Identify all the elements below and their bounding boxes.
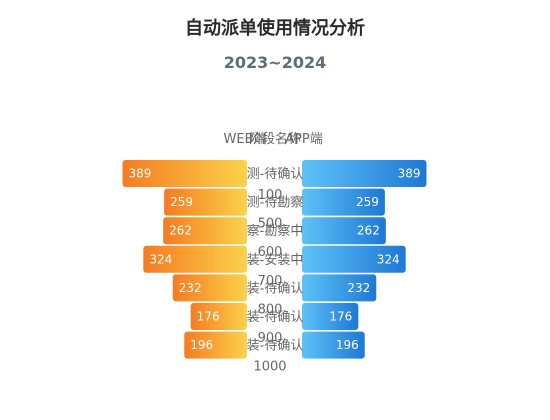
app-bar bbox=[302, 245, 406, 273]
category-label: 测-待确认 bbox=[247, 167, 304, 182]
web-value-label: 324 bbox=[149, 252, 172, 266]
web-bar bbox=[172, 274, 247, 302]
chart-title: 自动派单使用情况分析 bbox=[185, 18, 365, 39]
web-value-label: 389 bbox=[129, 167, 152, 181]
chart-subtitle: 2023~2024 bbox=[223, 53, 327, 72]
web-value-label: 232 bbox=[179, 281, 202, 295]
web-value-label: 196 bbox=[190, 338, 213, 352]
tick-label: 1000 bbox=[253, 360, 286, 375]
legend-app: APP端 bbox=[285, 132, 323, 147]
app-value-label: 324 bbox=[377, 252, 400, 266]
tick-label: 800 bbox=[258, 302, 283, 317]
tick-label: 600 bbox=[258, 245, 283, 260]
web-bar bbox=[143, 245, 247, 273]
tick-label: 900 bbox=[258, 331, 283, 346]
web-value-label: 262 bbox=[169, 224, 192, 238]
app-bar bbox=[302, 217, 386, 245]
app-bar bbox=[302, 303, 359, 330]
category-label: 装-待确认 bbox=[247, 339, 304, 354]
web-bar bbox=[184, 331, 247, 359]
app-bar bbox=[302, 160, 427, 187]
tick-label: 500 bbox=[258, 217, 283, 232]
axis-label: 阶段名称 bbox=[249, 131, 301, 147]
web-bar bbox=[190, 303, 247, 330]
app-value-label: 262 bbox=[357, 224, 380, 238]
app-value-label: 196 bbox=[336, 338, 359, 352]
app-bar bbox=[302, 274, 377, 302]
app-value-label: 232 bbox=[347, 281, 370, 295]
category-label: 装-待确认 bbox=[247, 281, 304, 296]
app-value-label: 176 bbox=[329, 310, 352, 324]
category-label: 测-待勘察 bbox=[247, 196, 304, 211]
web-bar bbox=[122, 160, 247, 187]
category-label: 察-勘察中 bbox=[247, 224, 304, 239]
web-value-label: 176 bbox=[197, 310, 220, 324]
tick-label: 700 bbox=[258, 274, 283, 289]
tick-label: 100 bbox=[258, 188, 283, 203]
app-bar bbox=[302, 188, 385, 216]
category-label: 装-安装中 bbox=[247, 253, 304, 268]
category-label: 装-待确认 bbox=[247, 310, 304, 325]
app-bar bbox=[302, 331, 365, 359]
app-value-label: 389 bbox=[398, 167, 421, 181]
web-bar bbox=[164, 188, 247, 216]
legend-web: WEB端 bbox=[224, 132, 267, 147]
app-value-label: 259 bbox=[356, 195, 379, 209]
web-value-label: 259 bbox=[170, 195, 193, 209]
web-bar bbox=[163, 217, 247, 245]
